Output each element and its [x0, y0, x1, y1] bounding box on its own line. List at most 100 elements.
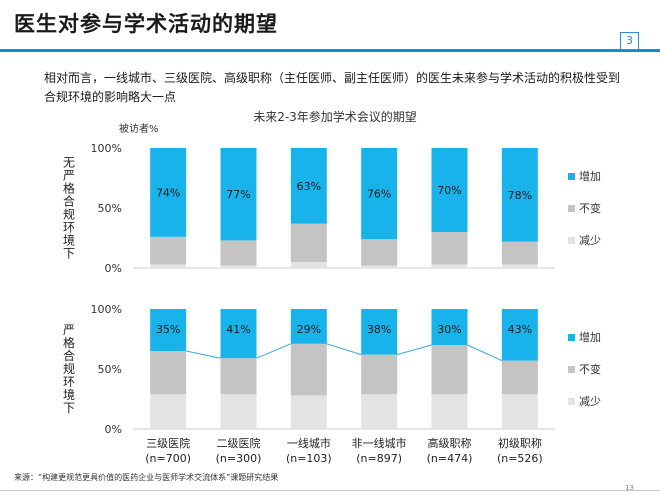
category-label: 一线城市 [287, 436, 331, 450]
bar-segment-decrease [361, 394, 398, 429]
category-label: 三级医院 [146, 436, 190, 450]
title-divider [0, 49, 660, 52]
bar-segment-increase [290, 309, 327, 344]
chart-title: 未来2-3年参加学术会议的期望 [253, 109, 417, 124]
bar-segment-increase [150, 148, 187, 237]
legend-swatch [568, 398, 575, 405]
connector-line [397, 344, 432, 356]
panel-label-char: 境 [63, 233, 75, 248]
y-tick-label: 50% [98, 363, 122, 376]
source-note: 来源：“构建更规范更具价值的医药企业与医师学术交流体系”课题研究结果 [14, 473, 279, 482]
bar-segment-increase [150, 309, 187, 351]
y-tick-label: 100% [91, 303, 122, 316]
panel-label-char: 规 [63, 361, 75, 376]
y-tick-label: 50% [98, 202, 122, 215]
bar-segment-increase [361, 148, 398, 240]
bar-segment-same [150, 236, 187, 265]
category-label: 高级职称 [428, 436, 472, 450]
page-number: 13 [625, 484, 634, 492]
legend-swatch [568, 237, 575, 244]
bar-segment-decrease [361, 265, 398, 268]
legend-swatch [568, 205, 575, 212]
bar-value-label: 76% [367, 188, 391, 201]
panel-label-char: 格 [63, 335, 75, 350]
category-label: 初级职称 [498, 436, 542, 450]
bar-segment-same [431, 345, 468, 395]
legend-swatch [568, 334, 575, 341]
bar-value-label: 74% [156, 186, 180, 199]
bar-segment-decrease [220, 265, 257, 268]
bar-segment-same [501, 360, 538, 395]
bar-segment-increase [431, 148, 468, 232]
bar-value-label: 41% [226, 323, 250, 336]
bar-segment-decrease [150, 394, 187, 429]
legend-label: 不变 [579, 201, 601, 215]
bar-segment-increase [361, 309, 398, 355]
bar-segment-same [361, 239, 398, 266]
panel-label-char: 环 [63, 375, 75, 389]
panel-label-char: 下 [63, 401, 75, 415]
legend-label: 增加 [579, 169, 601, 183]
bar-segment-same [290, 343, 327, 396]
y-tick-label: 0% [105, 423, 122, 436]
bar-segment-same [361, 354, 398, 395]
category-count-label: (n=700) [145, 452, 191, 465]
bar-value-label: 35% [156, 323, 180, 336]
bar-segment-same [220, 240, 257, 266]
panel-label-char: 境 [63, 387, 75, 402]
y-tick-label: 0% [105, 262, 122, 275]
bar-segment-decrease [431, 394, 468, 429]
legend-swatch [568, 366, 575, 373]
bar-segment-increase [220, 148, 257, 241]
panel-label-char: 下 [63, 247, 75, 261]
bar-value-label: 29% [297, 323, 321, 336]
panel-label-char: 规 [63, 207, 75, 222]
bar-segment-same [220, 358, 257, 395]
panel-label-char: 环 [63, 221, 75, 235]
bar-segment-increase [220, 309, 257, 359]
bar-segment-increase [290, 148, 327, 224]
category-count-label: (n=897) [356, 452, 402, 465]
bar-segment-increase [431, 309, 468, 345]
bar-segment-increase [501, 148, 538, 242]
panel-label-char: 严 [63, 169, 75, 183]
connector-line [326, 343, 362, 356]
bar-segment-decrease [290, 395, 327, 429]
legend-label: 增加 [579, 330, 601, 344]
connector-line [467, 344, 503, 362]
page-badge: 3 [620, 32, 639, 50]
y-axis-unit-label: 被访者% [119, 122, 159, 135]
connector-line [256, 343, 292, 359]
bottom-divider [0, 490, 660, 491]
bar-value-label: 77% [226, 188, 250, 201]
bar-value-label: 78% [508, 189, 532, 202]
legend-label: 不变 [579, 362, 601, 376]
category-count-label: (n=300) [216, 452, 262, 465]
bar-segment-same [290, 223, 327, 262]
panel-label-char: 合 [63, 194, 75, 209]
legend-swatch [568, 173, 575, 180]
panel-label-char: 严 [63, 323, 75, 337]
panel-label-char: 无 [63, 156, 75, 170]
bar-segment-decrease [501, 264, 538, 268]
bar-value-label: 38% [367, 323, 391, 336]
category-label: 非一线城市 [352, 436, 407, 450]
bar-segment-same [150, 351, 187, 395]
bar-segment-same [501, 241, 538, 265]
category-count-label: (n=103) [286, 452, 332, 465]
category-label: 二级医院 [217, 436, 261, 450]
connector-line [186, 350, 221, 359]
bar-segment-decrease [290, 262, 327, 268]
bar-value-label: 63% [297, 180, 321, 193]
panel-label-char: 合 [63, 348, 75, 363]
bar-segment-decrease [431, 264, 468, 268]
bar-segment-decrease [150, 264, 187, 268]
bar-value-label: 43% [508, 323, 532, 336]
bar-segment-same [431, 232, 468, 265]
category-count-label: (n=474) [427, 452, 473, 465]
panel-label-char: 格 [63, 181, 75, 196]
bar-value-label: 70% [437, 184, 461, 197]
intro-text: 相对而言，一线城市、三级医院、高级职称（主任医师、副主任医师）的医生未来参与学术… [44, 71, 621, 104]
y-tick-label: 100% [91, 142, 122, 155]
